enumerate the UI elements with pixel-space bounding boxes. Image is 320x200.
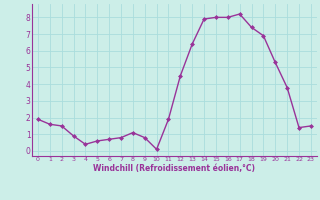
X-axis label: Windchill (Refroidissement éolien,°C): Windchill (Refroidissement éolien,°C) <box>93 164 255 173</box>
